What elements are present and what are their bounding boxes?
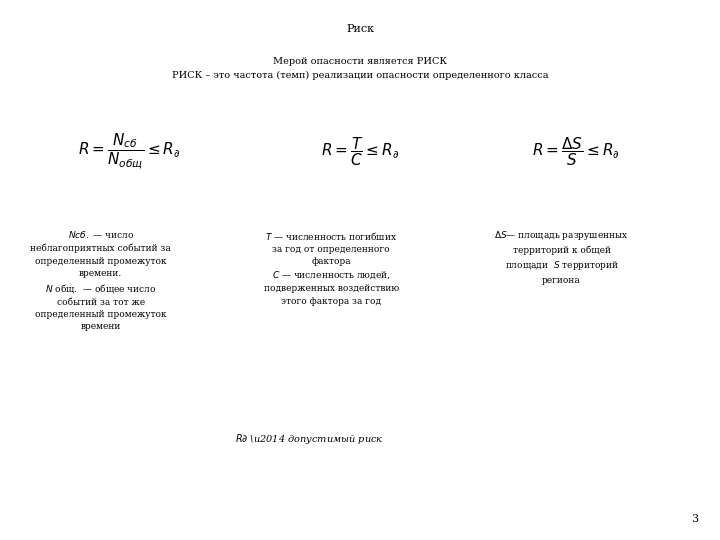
Text: 3: 3 bbox=[691, 514, 698, 524]
Text: $\Delta S$— площадь разрушенных
территорий к общей
площади  $S$ территорий
регио: $\Delta S$— площадь разрушенных территор… bbox=[494, 230, 629, 285]
Text: $\it{T}$ — численность погибших
за год от определенного
фактора
$\it{C}$ — числе: $\it{T}$ — численность погибших за год о… bbox=[264, 230, 399, 306]
Text: Риск: Риск bbox=[346, 24, 374, 35]
Text: РИСК – это частота (темп) реализации опасности определенного класса: РИСК – это частота (темп) реализации опа… bbox=[172, 71, 548, 80]
Text: $R\partial$ \u2014 допустимый риск: $R\partial$ \u2014 допустимый риск bbox=[235, 432, 384, 446]
Text: $R = \dfrac{T}{C} \leq R_{\partial}$: $R = \dfrac{T}{C} \leq R_{\partial}$ bbox=[321, 135, 399, 167]
Text: $\it{N сб.}$ — число
неблагоприятных событий за
определенный промежуток
времени.: $\it{N сб.}$ — число неблагоприятных соб… bbox=[30, 230, 171, 332]
Text: Мерой опасности является РИСК: Мерой опасности является РИСК bbox=[273, 57, 447, 66]
Text: $R = \dfrac{\Delta S}{S} \leq R_{\partial}$: $R = \dfrac{\Delta S}{S} \leq R_{\partia… bbox=[532, 135, 620, 167]
Text: $R = \dfrac{N_{\mathit{сб}}}{N_{\mathit{общ}}} \leq R_{\partial}$: $R = \dfrac{N_{\mathit{сб}}}{N_{\mathit{… bbox=[78, 131, 181, 171]
